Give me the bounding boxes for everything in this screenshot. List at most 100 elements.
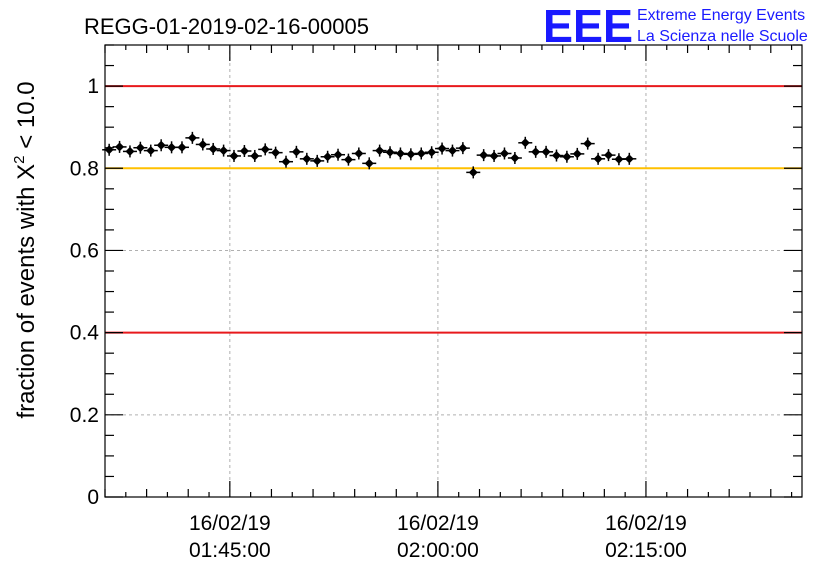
y-tick-label: 0 (87, 486, 99, 509)
data-point (372, 144, 387, 157)
data-point-marker (219, 146, 229, 156)
data-point (133, 141, 148, 154)
data-point (580, 137, 595, 150)
data-point (102, 143, 117, 156)
data-point (351, 147, 366, 160)
data-point (122, 145, 137, 158)
data-point-marker (395, 148, 405, 158)
data-point (185, 131, 200, 144)
data-point-marker (499, 148, 509, 158)
x-tick-time: 02:15:00 (605, 539, 687, 562)
logo-line1: Extreme Energy Events (637, 7, 805, 24)
data-point-marker (260, 144, 270, 154)
data-point (487, 149, 502, 162)
logo: EEE Extreme Energy Events La Scienza nel… (543, 0, 808, 52)
data-point (216, 144, 231, 157)
data-point (518, 136, 533, 149)
data-point (237, 145, 252, 158)
data-point (549, 149, 564, 162)
data-point-marker (250, 151, 260, 161)
data-point (570, 147, 585, 160)
data-point-marker (115, 142, 125, 152)
y-tick-label: 0.8 (70, 157, 99, 180)
data-point-marker (406, 149, 416, 159)
data-point (403, 148, 418, 161)
data-point-marker (187, 133, 197, 143)
data-point-marker (312, 156, 322, 166)
data-point-marker (479, 150, 489, 160)
x-tick-time: 01:45:00 (189, 539, 271, 562)
data-point (507, 152, 522, 164)
data-point-marker (281, 157, 291, 167)
data-point (195, 138, 210, 151)
logo-line2: La Scienza nelle Scuole (637, 28, 808, 45)
data-point (539, 145, 554, 158)
data-point (362, 157, 377, 170)
data-point (528, 145, 543, 158)
y-tick-label: 0.4 (70, 322, 100, 345)
y-axis: 0 0.2 0.4 0.6 0.8 1 (70, 44, 802, 509)
data-point-marker (323, 152, 333, 162)
data-point-marker (447, 146, 457, 156)
data-point (455, 142, 470, 155)
reference-lines (105, 85, 802, 334)
data-point-marker (198, 139, 208, 149)
data-points (102, 131, 637, 179)
data-point-marker (551, 151, 561, 161)
data-point-marker (229, 151, 239, 161)
data-point-marker (104, 145, 114, 155)
data-point (591, 152, 606, 165)
data-point-marker (614, 154, 624, 164)
data-point (445, 144, 460, 157)
data-point (559, 150, 574, 163)
x-tick-time: 02:00:00 (397, 539, 479, 562)
data-point-marker (468, 167, 478, 177)
data-point (497, 147, 512, 160)
chart-title: REGG-01-2019-02-16-00005 (84, 14, 369, 39)
data-point-marker (146, 146, 156, 156)
data-point-marker (343, 155, 353, 165)
y-axis-title-suffix: < 10.0 (13, 81, 40, 155)
plot-frame (104, 44, 803, 498)
data-point (466, 166, 481, 179)
x-tick-date: 16/02/19 (397, 512, 479, 535)
data-point (331, 148, 346, 161)
data-point (206, 142, 221, 155)
data-point-marker (364, 158, 374, 168)
data-point-marker (239, 146, 249, 156)
data-point (320, 150, 335, 163)
data-point-marker (333, 150, 343, 160)
data-point-marker (437, 144, 447, 154)
y-axis-title-superscript: 2 (11, 155, 28, 163)
data-point-marker (302, 154, 312, 164)
data-point-marker (135, 143, 145, 153)
data-point (341, 153, 356, 166)
data-point-marker (416, 148, 426, 158)
data-point-marker (531, 147, 541, 157)
data-point-marker (291, 147, 301, 157)
data-point-marker (156, 140, 166, 150)
data-point-marker (458, 143, 468, 153)
data-point (414, 147, 429, 160)
y-tick-label: 0.2 (70, 404, 99, 427)
data-point (279, 155, 294, 168)
data-point (299, 152, 314, 165)
data-point-marker (520, 138, 530, 148)
data-point-marker (510, 153, 520, 163)
data-point (393, 147, 408, 160)
data-point-marker (385, 147, 395, 157)
grid (105, 45, 802, 497)
data-point (174, 141, 189, 154)
x-axis: 16/02/19 01:45:00 16/02/19 02:00:00 16/02/19… (104, 45, 793, 562)
y-axis-title: fraction of events with X2 < 10.0 (11, 81, 40, 418)
data-point-marker (572, 149, 582, 159)
x-tick-date: 16/02/19 (189, 512, 271, 535)
data-point (247, 149, 262, 162)
data-point-marker (583, 139, 593, 149)
data-point (226, 149, 241, 162)
y-axis-title-symbol: X (13, 164, 40, 180)
data-point (143, 144, 158, 157)
x-tick-date: 16/02/19 (605, 512, 687, 535)
data-point-marker (427, 147, 437, 157)
